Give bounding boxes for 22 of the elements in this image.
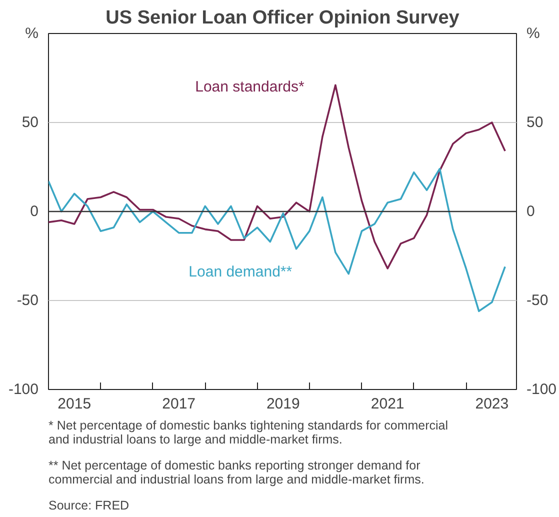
text: ** Net percentage of domestic banks reporting stronger demand for commercial and industrial loans from large and middle-market firms. [48, 458, 424, 486]
text: * Net percentage of domestic banks tightening standards for commercial and industrial loans to large and middle-market firms. [48, 418, 448, 446]
y2-tick-label: -100 [526, 381, 557, 398]
line-series [48, 168, 506, 312]
chart-title: US Senior Loan Officer Opinion Survey [106, 8, 460, 28]
y2-tick-label: -50 [526, 292, 548, 309]
y2-tick-label: % [526, 25, 540, 42]
y-tick-label: 50 [22, 114, 39, 131]
x-tick-label: 2021 [370, 396, 404, 412]
series-label: Loan standards* [195, 78, 305, 96]
x-tick-label: 2019 [266, 396, 300, 412]
y-tick-label: 0 [30, 203, 38, 220]
y-tick-label: -50 [16, 292, 39, 309]
y2-tick-label: 50 [526, 114, 544, 131]
x-tick-label: 2017 [162, 396, 196, 412]
x-tick-label: 2023 [475, 396, 509, 412]
y-tick-label: % [25, 25, 39, 42]
source-note: Source: FRED [48, 498, 130, 512]
y-tick-label: -100 [8, 381, 39, 398]
x-tick-label: 2015 [58, 396, 92, 412]
y2-tick-label: 0 [526, 203, 535, 220]
series-label: Loan demand** [188, 264, 292, 281]
